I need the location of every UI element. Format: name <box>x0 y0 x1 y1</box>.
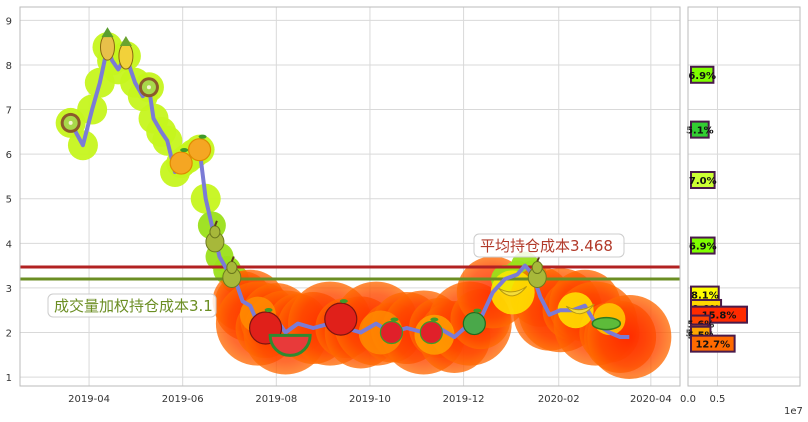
side-bar: 5.1% <box>686 120 714 139</box>
main-plot-frame <box>19 6 681 387</box>
side-bar-rect <box>690 334 736 353</box>
y-tick-label: 4 <box>6 239 12 250</box>
corn-icon <box>118 36 134 70</box>
side-plot-frame <box>687 6 801 387</box>
side-bar-label: 5.1% <box>686 126 714 137</box>
price-chart: 平均持仓成本3.468 成交量加权持仓成本3.1 1 2 3 4 5 6 7 8 9 2019-0… <box>6 6 681 405</box>
cost-line-label-box <box>473 233 625 258</box>
y-tick-label: 6 <box>6 150 12 161</box>
orange-icon <box>187 134 212 162</box>
orange-icon <box>169 148 193 175</box>
side-bar: 6.9% <box>688 65 716 84</box>
pea-icon <box>591 316 622 331</box>
side-bar-label: 12.7% <box>695 340 730 351</box>
y-tick-label: 5 <box>6 195 12 206</box>
banana-icon <box>565 303 595 315</box>
x-tick-label: 2019-08 <box>255 394 297 405</box>
strawberry-icon <box>419 317 443 345</box>
watermelon-icon <box>268 333 312 357</box>
x-tick-label: 2020-02 <box>538 394 580 405</box>
side-x-tick-label: 0.0 <box>680 394 696 405</box>
strawberry-icon <box>379 317 404 345</box>
cost-line-label: 平均持仓成本3.468 <box>480 237 613 255</box>
side-x-axis-ticks: 0.0 0.5 <box>680 394 725 405</box>
side-bar: 12.7% <box>690 334 736 353</box>
side-bar-label: 15.8% <box>702 311 737 322</box>
side-bar-rect <box>690 120 710 139</box>
y-tick-label: 1 <box>6 373 12 384</box>
x-tick-label: 2019-04 <box>68 394 110 405</box>
x-tick-label: 2019-06 <box>162 394 204 405</box>
y-axis-ticks: 1 2 3 4 5 6 7 8 9 <box>6 16 12 384</box>
pear-icon <box>527 256 547 289</box>
side-x-tick-label: 0.5 <box>710 394 726 405</box>
side-bar: 6.9% <box>689 236 717 255</box>
x-axis-ticks: 2019-04 2019-06 2019-08 2019-10 2019-12 2020-… <box>68 394 672 405</box>
kiwi-icon <box>60 112 81 133</box>
x-tick-label: 2019-10 <box>349 394 391 405</box>
cost-line-label: 成交量加权持仓成本3.1 <box>54 297 213 315</box>
side-scale-label: 1e7 <box>784 406 803 417</box>
volume-distribution-chart: 6.9%5.1%7.0%6.9%8.1%9.0%15.8%5.6%5.0%5.5… <box>680 6 803 417</box>
side-bar-rect <box>690 65 715 84</box>
side-bar: 7.0% <box>689 171 717 190</box>
cost-lines <box>20 265 680 281</box>
side-bar-label: 6.9% <box>689 242 717 253</box>
melon-icon <box>462 308 486 336</box>
y-tick-label: 2 <box>6 328 12 339</box>
side-bar-label: 8.1% <box>691 291 719 302</box>
side-bar-rect <box>690 236 716 255</box>
cost-line-labels: 平均持仓成本3.468 成交量加权持仓成本3.1 <box>47 233 625 318</box>
apple-icon <box>324 299 358 336</box>
kiwi-icon <box>138 77 159 98</box>
y-tick-label: 8 <box>6 61 12 72</box>
fruit-markers <box>60 27 622 357</box>
y-tick-label: 9 <box>6 16 12 27</box>
y-tick-label: 3 <box>6 284 12 295</box>
pineapple-icon <box>99 27 115 61</box>
pear-icon <box>205 220 225 253</box>
side-bar-label: 7.0% <box>689 176 717 187</box>
banana-icon <box>498 285 528 297</box>
x-tick-label: 2019-12 <box>443 394 485 405</box>
x-tick-label: 2020-04 <box>630 394 672 405</box>
side-bars: 6.9%5.1%7.0%6.9%8.1%9.0%15.8%5.6%5.0%5.5… <box>686 65 748 353</box>
side-bar-rect <box>690 171 716 190</box>
pear-icon <box>222 256 242 289</box>
side-bar-label: 6.9% <box>688 71 716 82</box>
cost-line-label-box <box>47 293 217 318</box>
y-tick-label: 7 <box>6 106 12 117</box>
